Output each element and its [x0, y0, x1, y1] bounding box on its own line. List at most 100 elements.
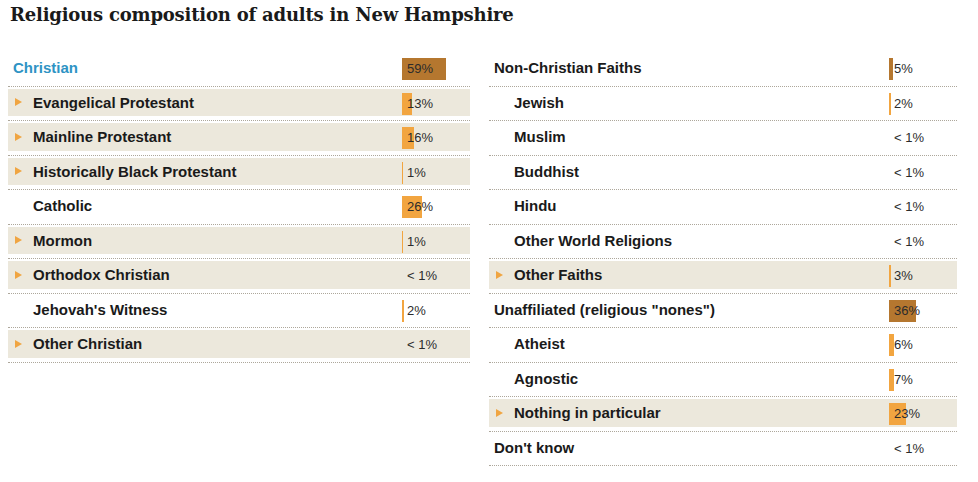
- value-label: < 1%: [894, 127, 924, 149]
- expand-arrow-icon: [15, 340, 22, 348]
- value-bar: [402, 231, 403, 253]
- expand-arrow-icon: [496, 271, 503, 279]
- expand-arrow-icon: [15, 271, 22, 279]
- row-meter: 59%: [402, 58, 472, 80]
- expand-arrow-icon: [15, 236, 22, 244]
- row-meter: 36%: [889, 300, 959, 322]
- row-label: Buddhist: [514, 163, 579, 180]
- value-label: 2%: [894, 93, 913, 115]
- value-label: 16%: [407, 127, 433, 149]
- value-label: < 1%: [894, 196, 924, 218]
- value-label: 1%: [407, 231, 426, 253]
- row-meter: 2%: [889, 93, 959, 115]
- row-label: Catholic: [33, 197, 92, 214]
- row-hindu: Hindu < 1%: [489, 190, 957, 225]
- row-label: Non-Christian Faiths: [494, 59, 642, 76]
- row-historically-black-protestant[interactable]: Historically Black Protestant 1%: [8, 156, 470, 191]
- value-bar: [889, 58, 893, 80]
- row-jewish: Jewish 2%: [489, 87, 957, 122]
- row-atheist: Atheist 6%: [489, 328, 957, 363]
- row-meter: 26%: [402, 196, 472, 218]
- row-label: Other World Religions: [514, 232, 672, 249]
- value-label: 26%: [407, 196, 433, 218]
- row-non-christian-faiths: Non-Christian Faiths 5%: [489, 52, 957, 87]
- row-unaffiliated-religious-nones: Unaffiliated (religious "nones") 36%: [489, 294, 957, 329]
- row-label: Hindu: [514, 197, 557, 214]
- left-column: Christian 59% Evangelical Protestant 13%…: [8, 52, 470, 363]
- row-meter: < 1%: [402, 265, 472, 287]
- row-other-faiths[interactable]: Other Faiths 3%: [489, 259, 957, 294]
- value-bar: [402, 300, 404, 322]
- value-label: < 1%: [894, 438, 924, 460]
- right-column: Non-Christian Faiths 5% Jewish 2% Muslim…: [489, 52, 957, 466]
- row-meter: < 1%: [889, 438, 959, 460]
- row-nothing-in-particular[interactable]: Nothing in particular 23%: [489, 397, 957, 432]
- row-meter: 1%: [402, 162, 472, 184]
- row-label: Other Christian: [33, 335, 142, 352]
- value-bar: [889, 93, 891, 115]
- row-evangelical-protestant[interactable]: Evangelical Protestant 13%: [8, 87, 470, 122]
- row-agnostic: Agnostic 7%: [489, 363, 957, 398]
- expand-arrow-icon: [15, 133, 22, 141]
- row-meter: < 1%: [889, 162, 959, 184]
- row-label: Mormon: [33, 232, 92, 249]
- row-meter: 7%: [889, 369, 959, 391]
- row-mainline-protestant[interactable]: Mainline Protestant 16%: [8, 121, 470, 156]
- row-label: Nothing in particular: [514, 404, 661, 421]
- expand-arrow-icon: [15, 98, 22, 106]
- value-label: < 1%: [407, 334, 437, 356]
- row-meter: < 1%: [889, 196, 959, 218]
- row-label: Evangelical Protestant: [33, 94, 194, 111]
- value-label: 2%: [407, 300, 426, 322]
- row-meter: 6%: [889, 334, 959, 356]
- value-label: 5%: [894, 58, 913, 80]
- row-catholic: Catholic 26%: [8, 190, 470, 225]
- value-label: 13%: [407, 93, 433, 115]
- row-label: Jewish: [514, 94, 564, 111]
- value-bar: [402, 162, 403, 184]
- row-buddhist: Buddhist < 1%: [489, 156, 957, 191]
- row-meter: < 1%: [889, 231, 959, 253]
- row-meter: 16%: [402, 127, 472, 149]
- value-label: < 1%: [407, 265, 437, 287]
- row-other-world-religions: Other World Religions < 1%: [489, 225, 957, 260]
- row-meter: < 1%: [402, 334, 472, 356]
- row-label: Mainline Protestant: [33, 128, 171, 145]
- value-label: 59%: [407, 58, 433, 80]
- expand-arrow-icon: [15, 167, 22, 175]
- row-meter: 23%: [889, 403, 959, 425]
- value-label: 1%: [407, 162, 426, 184]
- row-meter: < 1%: [889, 127, 959, 149]
- row-orthodox-christian[interactable]: Orthodox Christian < 1%: [8, 259, 470, 294]
- row-label: Atheist: [514, 335, 565, 352]
- row-label: Muslim: [514, 128, 566, 145]
- row-meter: 2%: [402, 300, 472, 322]
- expand-arrow-icon: [496, 409, 503, 417]
- row-label: Agnostic: [514, 370, 578, 387]
- row-jehovah-s-witness: Jehovah's Witness 2%: [8, 294, 470, 329]
- row-label: Historically Black Protestant: [33, 163, 236, 180]
- value-label: < 1%: [894, 231, 924, 253]
- row-label: Unaffiliated (religious "nones"): [494, 301, 715, 318]
- row-label: Jehovah's Witness: [33, 301, 167, 318]
- row-meter: 3%: [889, 265, 959, 287]
- value-label: 6%: [894, 334, 913, 356]
- row-meter: 5%: [889, 58, 959, 80]
- value-label: 7%: [894, 369, 913, 391]
- row-other-christian[interactable]: Other Christian < 1%: [8, 328, 470, 363]
- value-label: 23%: [894, 403, 920, 425]
- row-christian[interactable]: Christian 59%: [8, 52, 470, 87]
- row-label: Orthodox Christian: [33, 266, 170, 283]
- value-bar: [889, 265, 891, 287]
- row-mormon[interactable]: Mormon 1%: [8, 225, 470, 260]
- row-meter: 13%: [402, 93, 472, 115]
- value-label: 3%: [894, 265, 913, 287]
- chart-title: Religious composition of adults in New H…: [10, 4, 514, 25]
- row-label: Other Faiths: [514, 266, 602, 283]
- row-don-t-know: Don't know < 1%: [489, 432, 957, 467]
- row-label[interactable]: Christian: [13, 59, 78, 76]
- row-meter: 1%: [402, 231, 472, 253]
- row-label: Don't know: [494, 439, 574, 456]
- value-label: 36%: [894, 300, 920, 322]
- row-muslim: Muslim < 1%: [489, 121, 957, 156]
